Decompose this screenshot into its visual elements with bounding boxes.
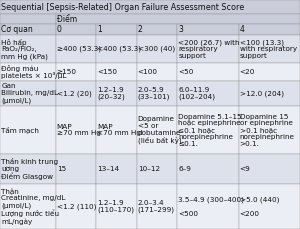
Text: <100 (13.3)
with respiratory
support: <100 (13.3) with respiratory support xyxy=(240,39,297,59)
Bar xyxy=(136,24,177,35)
Text: 0: 0 xyxy=(57,25,62,34)
Bar xyxy=(96,63,136,81)
Bar xyxy=(0,154,56,184)
Text: <9: <9 xyxy=(240,166,250,172)
Text: Dopamine 5.1–15
hoặc epinephrine
≤0.1 hoặc
norepinephrine
≤0.1.: Dopamine 5.1–15 hoặc epinephrine ≤0.1 ho… xyxy=(178,114,242,147)
Text: <1.2 (20): <1.2 (20) xyxy=(57,90,92,97)
Text: <150: <150 xyxy=(97,69,117,75)
Bar xyxy=(56,184,96,229)
Bar xyxy=(56,63,96,81)
Text: Điểm: Điểm xyxy=(57,14,77,24)
Bar xyxy=(238,106,300,154)
Text: Dopamine 15
or epinephrine
>0.1 hoặc
norepinephrine
>0.1.: Dopamine 15 or epinephrine >0.1 hoặc nor… xyxy=(240,114,295,147)
Text: Hô hấp
PaO₂/FiO₂,
mm Hg (kPa): Hô hấp PaO₂/FiO₂, mm Hg (kPa) xyxy=(1,38,48,60)
Bar xyxy=(96,184,136,229)
Bar xyxy=(177,81,239,106)
Text: 1: 1 xyxy=(97,25,102,34)
Bar xyxy=(0,63,56,81)
Bar xyxy=(96,154,136,184)
Bar xyxy=(56,81,96,106)
Bar xyxy=(96,35,136,63)
Text: <200 (26.7) with
respiratory
support: <200 (26.7) with respiratory support xyxy=(178,39,240,59)
Bar xyxy=(96,106,136,154)
Text: <1.2 (110): <1.2 (110) xyxy=(57,203,96,210)
Text: Tầm mạch: Tầm mạch xyxy=(1,127,39,134)
Bar xyxy=(177,24,239,35)
Bar xyxy=(0,24,56,35)
Bar xyxy=(96,24,136,35)
Bar xyxy=(177,184,239,229)
Bar xyxy=(238,81,300,106)
Bar xyxy=(56,35,96,63)
Bar xyxy=(0,0,300,14)
Text: MAP
≥70 mm Hg: MAP ≥70 mm Hg xyxy=(57,124,101,136)
Bar xyxy=(136,154,177,184)
Text: 10–12: 10–12 xyxy=(138,166,160,172)
Bar xyxy=(0,184,56,229)
Bar xyxy=(177,106,239,154)
Text: <300 (40): <300 (40) xyxy=(138,46,175,52)
Text: <20: <20 xyxy=(240,69,255,75)
Bar xyxy=(136,184,177,229)
Text: ≥150: ≥150 xyxy=(57,69,77,75)
Bar xyxy=(56,14,300,24)
Text: Sequential [Sepsis-Related] Organ Failure Assessment Score: Sequential [Sepsis-Related] Organ Failur… xyxy=(1,3,244,11)
Text: MAP
<70 mm Hg: MAP <70 mm Hg xyxy=(97,124,141,136)
Text: 3.5–4.9 (300–400)

<500: 3.5–4.9 (300–400) <500 xyxy=(178,196,244,216)
Bar xyxy=(56,24,96,35)
Bar xyxy=(136,106,177,154)
Bar xyxy=(177,63,239,81)
Text: 6–9: 6–9 xyxy=(178,166,191,172)
Bar xyxy=(136,35,177,63)
Bar xyxy=(177,154,239,184)
Bar xyxy=(238,35,300,63)
Text: 15: 15 xyxy=(57,166,66,172)
Text: Cơ quan: Cơ quan xyxy=(1,25,33,34)
Text: 1.2–1.9
(110–170): 1.2–1.9 (110–170) xyxy=(97,200,134,213)
Text: 4: 4 xyxy=(240,25,244,34)
Bar xyxy=(177,35,239,63)
Bar xyxy=(0,81,56,106)
Text: 2: 2 xyxy=(138,25,142,34)
Text: Đông máu
platelets × 10³/µL: Đông máu platelets × 10³/µL xyxy=(1,65,67,79)
Bar xyxy=(136,63,177,81)
Text: 13–14: 13–14 xyxy=(97,166,119,172)
Bar xyxy=(56,106,96,154)
Text: Gan
Bilirubin, mg/dL
(µmol/L): Gan Bilirubin, mg/dL (µmol/L) xyxy=(1,84,58,104)
Bar xyxy=(238,63,300,81)
Text: >5.0 (440)

<200: >5.0 (440) <200 xyxy=(240,196,279,216)
Text: 2.0–3.4
(171–299): 2.0–3.4 (171–299) xyxy=(138,200,175,213)
Text: <400 (53.3): <400 (53.3) xyxy=(97,46,141,52)
Bar xyxy=(238,154,300,184)
Text: Thận
Creatinine, mg/dL
(µmol/L)
Lượng nước tiểu
mL/ngày: Thận Creatinine, mg/dL (µmol/L) Lượng nư… xyxy=(1,188,66,225)
Text: Dopamine
<5 or
dobutamine
(liều bất kỳ).: Dopamine <5 or dobutamine (liều bất kỳ). xyxy=(138,116,184,144)
Bar xyxy=(0,14,56,24)
Text: <50: <50 xyxy=(178,69,194,75)
Text: <100: <100 xyxy=(138,69,158,75)
Bar xyxy=(96,81,136,106)
Text: 3: 3 xyxy=(178,25,183,34)
Bar xyxy=(238,184,300,229)
Text: 6.0–11.9
(102–204): 6.0–11.9 (102–204) xyxy=(178,87,215,100)
Text: Thần kinh trung
ương
Điểm Glasgow: Thần kinh trung ương Điểm Glasgow xyxy=(1,158,58,180)
Bar xyxy=(238,24,300,35)
Text: 2.0–5.9
(33–101): 2.0–5.9 (33–101) xyxy=(138,87,170,100)
Bar xyxy=(56,154,96,184)
Text: ≥400 (53.3): ≥400 (53.3) xyxy=(57,46,101,52)
Text: >12.0 (204): >12.0 (204) xyxy=(240,90,284,97)
Text: 1.2–1.9
(20–32): 1.2–1.9 (20–32) xyxy=(97,87,125,100)
Bar xyxy=(136,81,177,106)
Bar xyxy=(0,106,56,154)
Bar xyxy=(0,35,56,63)
